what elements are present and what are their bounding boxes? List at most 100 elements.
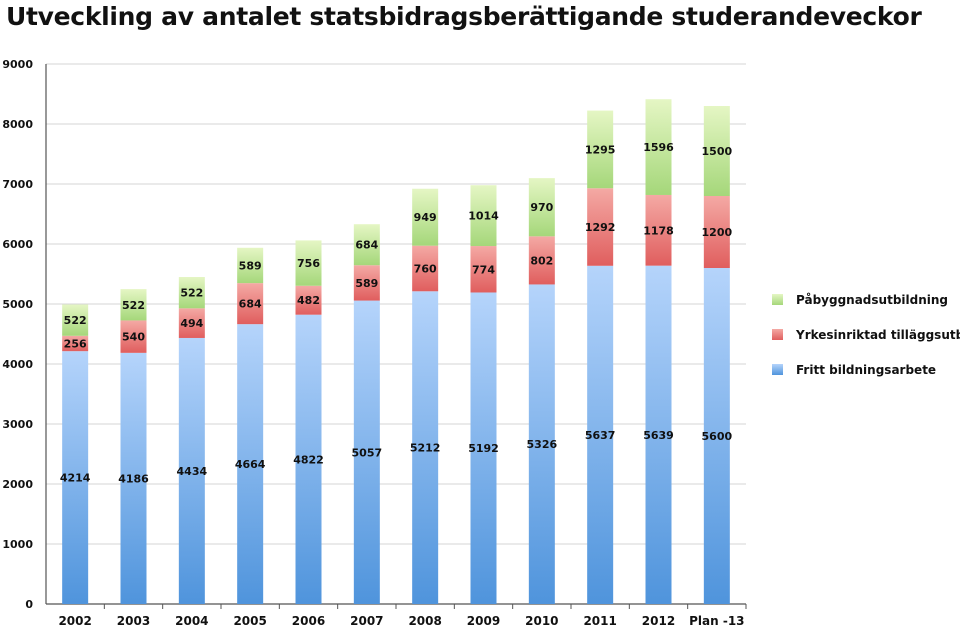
data-label-fritt-bildningsarbete: 5600	[702, 430, 733, 443]
y-tick-label: 0	[25, 598, 33, 611]
bar-fritt-bildningsarbete-2007	[353, 300, 380, 604]
bar-fritt-bildningsarbete-2004	[178, 337, 205, 604]
data-label-fritt-bildningsarbete: 5637	[585, 429, 616, 442]
data-label-yrkesinriktad-till-ggsutb: 1178	[643, 224, 674, 237]
x-tick-label: 2010	[525, 614, 558, 628]
bar-yrkesinriktad-till-ggsutb-2006	[295, 285, 322, 315]
bar-fritt-bildningsarbete-2005	[237, 324, 264, 604]
data-label-yrkesinriktad-till-ggsutb: 1292	[585, 221, 616, 234]
data-label-p-byggnadsutbildning: 522	[64, 314, 87, 327]
bar-fritt-bildningsarbete-2009	[470, 292, 497, 604]
bar-yrkesinriktad-till-ggsutb-2009	[470, 246, 497, 293]
bar-p-byggnadsutbildning-2005	[237, 247, 264, 284]
bar-yrkesinriktad-till-ggsutb-2005	[237, 283, 264, 325]
data-label-fritt-bildningsarbete: 4664	[235, 458, 266, 471]
data-label-p-byggnadsutbildning: 1014	[468, 210, 499, 223]
bars	[62, 99, 730, 604]
y-tick-label: 7000	[2, 178, 33, 191]
x-tick-label: 2002	[58, 614, 91, 628]
x-tick-label: 2011	[583, 614, 616, 628]
bar-fritt-bildningsarbete-2006	[295, 314, 322, 604]
x-tick-label: 2008	[408, 614, 441, 628]
data-label-p-byggnadsutbildning: 1596	[643, 141, 674, 154]
legend-label-fritt-bildningsarbete: Fritt bildningsarbete	[796, 363, 936, 377]
data-label-yrkesinriktad-till-ggsutb: 494	[180, 317, 203, 330]
bar-p-byggnadsutbildning-2004	[178, 277, 205, 309]
y-tick-label: 4000	[2, 358, 33, 371]
legend-swatch-fritt-bildningsarbete	[772, 364, 783, 375]
data-label-yrkesinriktad-till-ggsutb: 482	[297, 294, 320, 307]
data-label-p-byggnadsutbildning: 1295	[585, 143, 616, 156]
bar-yrkesinriktad-till-ggsutb-2011	[587, 188, 614, 266]
y-axis: 0 1000 2000 3000 4000 5000 6000 7000 8000 9000	[2, 58, 47, 611]
x-tick-label: 2007	[350, 614, 383, 628]
bar-fritt-bildningsarbete-2011	[587, 265, 614, 604]
bar-yrkesinriktad-till-ggsutb-2002	[62, 335, 89, 352]
data-label-p-byggnadsutbildning: 970	[530, 201, 553, 214]
bar-yrkesinriktad-till-ggsutb-plan-13	[703, 196, 730, 268]
y-tick-label: 8000	[2, 118, 33, 131]
data-label-p-byggnadsutbildning: 756	[297, 257, 320, 270]
bar-yrkesinriktad-till-ggsutb-2012	[645, 194, 672, 266]
bar-p-byggnadsutbildning-2003	[120, 289, 147, 321]
bar-yrkesinriktad-till-ggsutb-2007	[353, 265, 380, 301]
legend-label-p-byggnadsutbildning: Påbyggnadsutbildning	[796, 293, 948, 307]
data-label-fritt-bildningsarbete: 5639	[643, 429, 674, 442]
legend-label-yrkesinriktad-till-ggsutb: Yrkesinriktad tilläggsutb.	[795, 328, 960, 342]
data-label-p-byggnadsutbildning: 589	[239, 259, 262, 272]
data-label-yrkesinriktad-till-ggsutb: 256	[64, 337, 87, 350]
bar-p-byggnadsutbildning-2007	[353, 224, 380, 266]
data-label-yrkesinriktad-till-ggsutb: 540	[122, 331, 145, 344]
bar-fritt-bildningsarbete-plan-13	[703, 268, 730, 604]
bar-fritt-bildningsarbete-2012	[645, 265, 672, 604]
bar-fritt-bildningsarbete-2010	[528, 284, 555, 604]
data-label-fritt-bildningsarbete: 4822	[293, 453, 324, 466]
bar-p-byggnadsutbildning-2008	[412, 188, 439, 246]
data-label-fritt-bildningsarbete: 4186	[118, 472, 149, 485]
legend: Påbyggnadsutbildning Yrkesinriktad tilläg…	[772, 293, 960, 377]
data-labels: 4214 256 522 4186 540 522 4434 494 522 4664 684 589…	[60, 141, 733, 485]
y-tick-label: 2000	[2, 478, 33, 491]
x-tick-label: 2003	[117, 614, 150, 628]
data-label-fritt-bildningsarbete: 5192	[468, 442, 499, 455]
y-tick-label: 1000	[2, 538, 33, 551]
bar-p-byggnadsutbildning-2011	[587, 110, 614, 189]
gridlines	[46, 63, 746, 605]
y-tick-label: 6000	[2, 238, 33, 251]
x-tick-label: 2005	[233, 614, 266, 628]
data-label-p-byggnadsutbildning: 949	[414, 211, 437, 224]
x-tick-label: 2012	[642, 614, 675, 628]
data-label-yrkesinriktad-till-ggsutb: 589	[355, 277, 378, 290]
data-label-p-byggnadsutbildning: 684	[355, 239, 378, 252]
data-label-fritt-bildningsarbete: 4434	[177, 465, 208, 478]
x-tick-label: 2009	[467, 614, 500, 628]
data-label-p-byggnadsutbildning: 1500	[702, 145, 733, 158]
x-tick-label: 2004	[175, 614, 208, 628]
data-label-yrkesinriktad-till-ggsutb: 802	[530, 254, 553, 267]
bar-yrkesinriktad-till-ggsutb-2004	[178, 308, 205, 338]
bar-p-byggnadsutbildning-plan-13	[703, 106, 730, 196]
data-label-yrkesinriktad-till-ggsutb: 1200	[702, 226, 733, 239]
data-label-fritt-bildningsarbete: 5212	[410, 442, 441, 455]
data-label-yrkesinriktad-till-ggsutb: 684	[239, 298, 262, 311]
bar-fritt-bildningsarbete-2003	[120, 352, 147, 604]
legend-swatch-yrkesinriktad-till-ggsutb	[772, 329, 783, 340]
data-label-fritt-bildningsarbete: 4214	[60, 472, 91, 485]
data-label-fritt-bildningsarbete: 5326	[527, 438, 558, 451]
y-tick-label: 9000	[2, 58, 33, 71]
y-tick-label: 3000	[2, 418, 33, 431]
bar-p-byggnadsutbildning-2009	[470, 185, 497, 247]
x-axis: 2002 2003 2004 2005 2006 2007 2008 2009 2010 2011…	[58, 604, 747, 628]
bar-yrkesinriktad-till-ggsutb-2003	[120, 320, 147, 353]
data-label-fritt-bildningsarbete: 5057	[352, 446, 383, 459]
chart-title: Utveckling av antalet statsbidragsberätt…	[6, 2, 922, 31]
data-label-p-byggnadsutbildning: 522	[122, 299, 145, 312]
bar-p-byggnadsutbildning-2012	[645, 99, 672, 195]
bar-p-byggnadsutbildning-2002	[62, 304, 89, 336]
bar-fritt-bildningsarbete-2008	[412, 291, 439, 604]
data-label-p-byggnadsutbildning: 522	[180, 287, 203, 300]
bar-yrkesinriktad-till-ggsutb-2010	[528, 236, 555, 285]
bar-yrkesinriktad-till-ggsutb-2008	[412, 245, 439, 292]
bar-fritt-bildningsarbete-2002	[62, 351, 89, 604]
